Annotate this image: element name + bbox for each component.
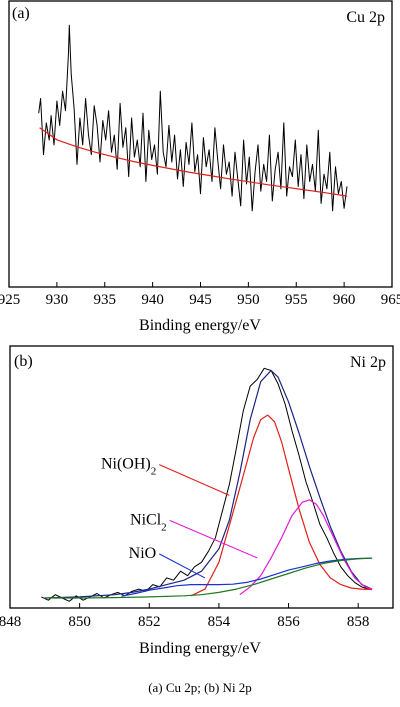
panel-a: (a) Cu 2p 925 930 935 940 945 950 955 960 965 Bi… bbox=[0, 0, 400, 334]
x-tick-label: 950 bbox=[237, 292, 260, 308]
x-tick-label: 925 bbox=[0, 292, 20, 308]
annotation-nio: NiO bbox=[129, 545, 157, 562]
x-tick-label: 850 bbox=[68, 614, 91, 630]
x-tick-label: 852 bbox=[138, 614, 161, 630]
panel-a-x-axis-label: Binding energy/eV bbox=[139, 317, 261, 334]
series-background bbox=[44, 557, 373, 599]
series-envelope bbox=[44, 369, 373, 599]
x-tick-label: 854 bbox=[208, 614, 231, 630]
x-tick-label: 955 bbox=[285, 292, 308, 308]
panel-b-plot-area bbox=[41, 367, 373, 602]
series-nicl2 bbox=[239, 499, 373, 596]
series-raw-spectrum bbox=[38, 24, 348, 212]
annotation-nicl2-leader bbox=[169, 519, 258, 559]
panel-a-plot-area bbox=[38, 24, 348, 212]
annotation-nicl2: NiCl2 bbox=[130, 511, 167, 533]
panel-b-x-axis: 848 850 852 854 856 858 bbox=[0, 603, 369, 630]
x-tick-label: 848 bbox=[0, 614, 21, 630]
x-tick-label: 965 bbox=[381, 292, 400, 308]
x-tick-label: 858 bbox=[347, 614, 370, 630]
panel-a-label: (a) bbox=[12, 5, 30, 22]
series-ni-oh-2 bbox=[190, 414, 373, 597]
panel-b: (b) Ni 2p 848 850 852 854 856 858 Ni(OH)2 NiCl… bbox=[0, 345, 394, 657]
annotation-nio-leader bbox=[158, 553, 206, 579]
panel-a-frame bbox=[8, 0, 393, 288]
series-background bbox=[39, 127, 348, 197]
panel-b-frame bbox=[9, 345, 394, 609]
panel-a-title: Cu 2p bbox=[346, 9, 385, 26]
x-tick-label: 960 bbox=[333, 292, 356, 308]
x-tick-label: 935 bbox=[94, 292, 117, 308]
x-tick-label: 930 bbox=[46, 292, 69, 308]
panel-b-title: Ni 2p bbox=[350, 354, 386, 371]
x-tick-label: 945 bbox=[189, 292, 212, 308]
annotation-ni-oh-2: Ni(OH)2 bbox=[101, 456, 156, 478]
x-tick-label: 856 bbox=[277, 614, 300, 630]
annotation-ni-oh-2-leader bbox=[159, 464, 230, 496]
panel-a-x-axis: 925 930 935 940 945 950 955 960 965 bbox=[0, 282, 400, 308]
series-nio bbox=[121, 557, 373, 597]
panel-b-label: (b) bbox=[14, 353, 33, 370]
panel-b-annotations: Ni(OH)2 NiCl2 NiO bbox=[101, 456, 258, 579]
x-tick-label: 940 bbox=[141, 292, 164, 308]
figure-caption: (a) Cu 2p; (b) Ni 2p bbox=[148, 680, 252, 695]
panel-b-x-axis-label: Binding energy/eV bbox=[139, 640, 261, 657]
series-raw-spectrum bbox=[41, 367, 369, 602]
